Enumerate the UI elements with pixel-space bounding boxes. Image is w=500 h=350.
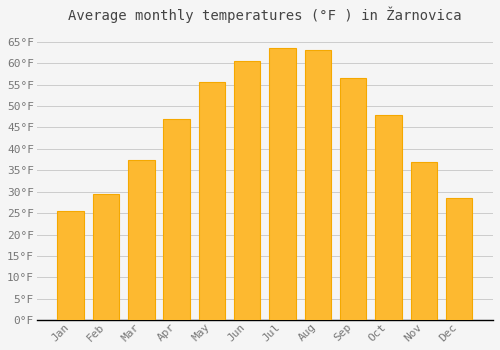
Bar: [410, 162, 437, 320]
Bar: [375, 114, 402, 320]
Bar: [58, 211, 84, 320]
Title: Average monthly temperatures (°F ) in Žarnovica: Average monthly temperatures (°F ) in Ža…: [68, 7, 462, 23]
Bar: [164, 119, 190, 320]
Bar: [198, 82, 225, 320]
Bar: [234, 61, 260, 320]
Bar: [93, 194, 120, 320]
Bar: [340, 78, 366, 320]
Bar: [128, 160, 154, 320]
Bar: [304, 50, 331, 320]
Bar: [270, 48, 296, 320]
Bar: [446, 198, 472, 320]
